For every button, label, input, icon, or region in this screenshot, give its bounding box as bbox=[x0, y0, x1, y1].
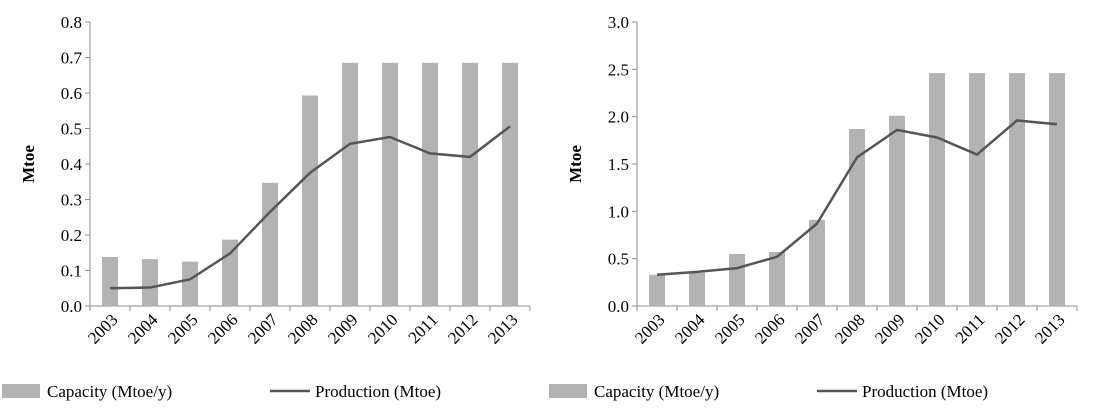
capacity-bar bbox=[422, 62, 438, 307]
x-tick-label: 2003 bbox=[631, 310, 668, 347]
capacity-bar bbox=[849, 128, 865, 306]
capacity-bar bbox=[502, 62, 518, 307]
capacity-bar bbox=[1009, 73, 1025, 307]
x-tick-label: 2004 bbox=[671, 310, 709, 348]
capacity-bar bbox=[462, 62, 478, 307]
capacity-bar bbox=[222, 239, 238, 306]
x-tick-label: 2012 bbox=[444, 310, 481, 347]
legend-production-label: Production (Mtoe) bbox=[315, 382, 441, 401]
capacity-bar bbox=[649, 274, 665, 306]
capacity-bar bbox=[102, 257, 118, 306]
x-tick-label: 2010 bbox=[364, 310, 401, 347]
capacity-bar bbox=[1049, 73, 1065, 307]
legend-capacity-swatch bbox=[549, 384, 587, 398]
y-tick-label: 0.5 bbox=[61, 120, 82, 139]
x-tick-label: 2011 bbox=[405, 310, 442, 347]
x-tick-label: 2013 bbox=[1031, 310, 1068, 347]
y-tick-label: 2.0 bbox=[608, 108, 629, 127]
x-tick-label: 2008 bbox=[831, 310, 868, 347]
x-tick-label: 2006 bbox=[751, 310, 788, 347]
capacity-bar bbox=[929, 73, 945, 307]
x-tick-label: 2006 bbox=[204, 310, 241, 347]
x-tick-label: 2005 bbox=[711, 310, 748, 347]
y-tick-label: 0.7 bbox=[61, 49, 83, 68]
capacity-bar bbox=[182, 261, 198, 306]
y-tick-label: 0.8 bbox=[61, 13, 82, 32]
capacity-bar bbox=[302, 95, 318, 306]
y-tick-label: 0.0 bbox=[61, 297, 82, 316]
y-tick-label: 1.0 bbox=[608, 202, 629, 221]
x-tick-label: 2010 bbox=[911, 310, 948, 347]
capacity-bar bbox=[729, 253, 745, 306]
legend-production-label: Production (Mtoe) bbox=[862, 382, 988, 401]
y-axis-title: Mtoe bbox=[19, 145, 38, 183]
y-tick-label: 3.0 bbox=[608, 13, 629, 32]
capacity-bar bbox=[689, 272, 705, 306]
left-chart: 0.0 0.1 0.2 0.3 0.4 0.5 0.6 0.7 0.8 Mtoe 2003 2004 2… bbox=[0, 0, 546, 410]
legend-capacity-label: Capacity (Mtoe/y) bbox=[47, 382, 172, 401]
x-tick-label: 2005 bbox=[164, 310, 201, 347]
capacity-bar bbox=[769, 252, 785, 306]
capacity-bar bbox=[969, 73, 985, 307]
x-tick-label: 2004 bbox=[124, 310, 162, 348]
legend-capacity-label: Capacity (Mtoe/y) bbox=[594, 382, 719, 401]
y-tick-label: 2.5 bbox=[608, 60, 629, 79]
y-tick-label: 0.6 bbox=[61, 84, 82, 103]
x-tick-label: 2009 bbox=[324, 310, 361, 347]
x-tick-label: 2008 bbox=[284, 310, 321, 347]
legend-capacity-swatch bbox=[2, 384, 40, 398]
y-tick-label: 0.0 bbox=[608, 297, 629, 316]
y-tick-label: 0.2 bbox=[61, 226, 82, 245]
x-tick-label: 2012 bbox=[991, 310, 1028, 347]
production-line bbox=[656, 119, 1058, 277]
y-tick-label: 0.4 bbox=[61, 155, 83, 174]
production-line bbox=[109, 125, 511, 290]
y-tick-label: 0.5 bbox=[608, 250, 629, 269]
y-tick-label: 0.3 bbox=[61, 191, 82, 210]
capacity-bar bbox=[889, 115, 905, 306]
x-tick-label: 2007 bbox=[244, 310, 282, 348]
y-tick-label: 0.1 bbox=[61, 262, 82, 281]
x-tick-label: 2013 bbox=[484, 310, 521, 347]
right-chart: 0.0 0.5 1.0 1.5 2.0 2.5 3.0 Mtoe 2003 2004 2005 200… bbox=[547, 0, 1093, 410]
capacity-bar bbox=[142, 259, 158, 306]
capacity-bar bbox=[342, 62, 358, 307]
x-tick-label: 2011 bbox=[952, 310, 989, 347]
y-tick-label: 1.5 bbox=[608, 155, 629, 174]
x-tick-label: 2003 bbox=[84, 310, 121, 347]
x-tick-label: 2009 bbox=[871, 310, 908, 347]
capacity-bar bbox=[262, 182, 278, 306]
capacity-bar bbox=[809, 219, 825, 306]
x-tick-label: 2007 bbox=[791, 310, 829, 348]
capacity-bar bbox=[382, 62, 398, 307]
y-axis-title: Mtoe bbox=[566, 145, 585, 183]
